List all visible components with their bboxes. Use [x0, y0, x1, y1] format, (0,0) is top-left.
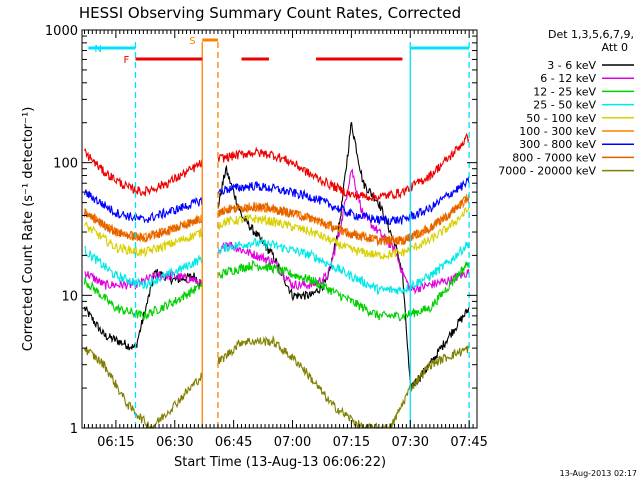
x-tick-label: 06:30 [156, 435, 193, 450]
series-line-8 [83, 335, 470, 430]
series-line-3 [84, 237, 470, 296]
plot-area: N F S [83, 36, 470, 430]
legend-label: 300 - 800 keV [519, 138, 596, 151]
x-axis: 06:15 06:30 06:45 07:00 07:15 07:30 07:45 [83, 30, 488, 450]
x-axis-label: Start Time (13-Aug-13 06:06:22) [174, 455, 386, 470]
legend-label: 7000 - 20000 keV [498, 165, 596, 178]
plot-frame [81, 29, 478, 429]
x-tick-label: 07:00 [274, 435, 311, 450]
legend-label: 25 - 50 keV [533, 99, 596, 112]
legend-label: 6 - 12 keV [540, 72, 596, 85]
x-tick-label: 07:45 [450, 435, 487, 450]
y-tick-label: 1000 [45, 24, 78, 39]
x-tick-label: 07:30 [392, 435, 429, 450]
legend-label: 100 - 300 keV [519, 125, 596, 138]
chart-title: HESSI Observing Summary Count Rates, Cor… [79, 4, 461, 22]
y-axis-label: Corrected Count Rate (s⁻¹ detector⁻¹) [21, 107, 36, 352]
y-tick-label: 1 [70, 422, 78, 437]
y-tick-label: 10 [61, 289, 78, 304]
legend-label: 12 - 25 keV [533, 85, 596, 98]
series-line-9 [84, 132, 470, 202]
legend-header-line-1: Det 1,3,5,6,7,9, [548, 28, 634, 41]
flag-label-N: N [94, 44, 101, 55]
series-line-7 [83, 196, 470, 247]
series-line-6 [83, 176, 470, 226]
x-tick-label: 06:15 [97, 435, 134, 450]
series-line-2 [83, 259, 470, 322]
timestamp: 13-Aug-2013 02:17 [560, 469, 637, 478]
flag-label-S: S [189, 36, 195, 47]
flag-label-F: F [124, 55, 130, 66]
legend-label: 3 - 6 keV [547, 59, 596, 72]
x-tick-label: 07:15 [333, 435, 370, 450]
series-line-1 [84, 168, 470, 296]
legend-label: 800 - 7000 keV [512, 151, 596, 164]
series-line-4 [84, 206, 470, 261]
y-axis: 1 10 100 1000 [45, 24, 477, 437]
legend-label: 50 - 100 keV [526, 112, 596, 125]
y-tick-label: 100 [53, 157, 78, 172]
legend-header-line-2: Att 0 [602, 41, 628, 54]
x-tick-label: 06:45 [215, 435, 252, 450]
